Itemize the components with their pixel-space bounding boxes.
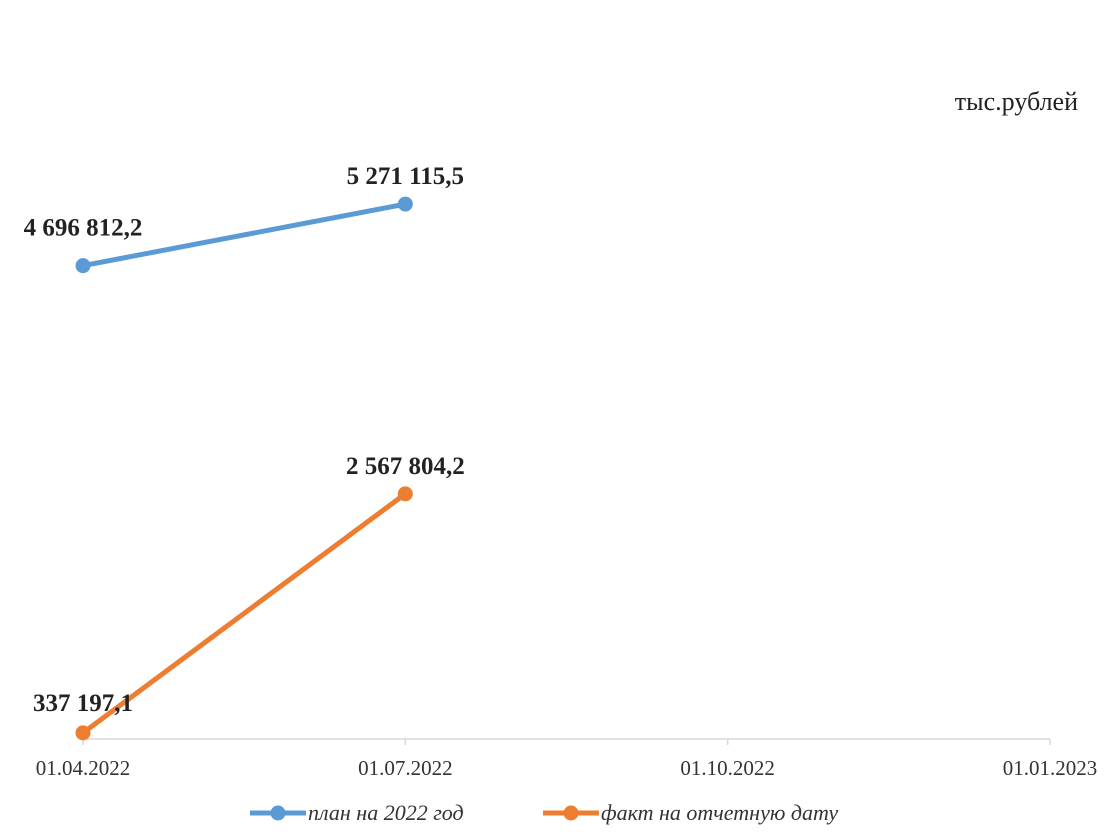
legend-marker bbox=[563, 805, 579, 821]
series-line bbox=[80, 491, 408, 736]
series-0: 4 696 812,2 5 271 115,5 bbox=[24, 163, 464, 274]
data-label: 337 197,1 bbox=[33, 690, 133, 717]
legend-item: план на 2022 год bbox=[250, 800, 464, 825]
x-tick-label: 01.07.2022 bbox=[358, 756, 453, 780]
series-line bbox=[80, 201, 408, 269]
data-point bbox=[397, 196, 413, 212]
x-tick-label: 01.01.2023 bbox=[1003, 756, 1098, 780]
data-point bbox=[75, 725, 91, 741]
x-tick-label: 01.10.2022 bbox=[680, 756, 775, 780]
legend-item: факт на отчетную дату bbox=[543, 800, 838, 825]
x-axis-ticks: 01.04.2022 01.07.2022 01.10.2022 01.01.2023 bbox=[36, 739, 1098, 780]
series-1: 337 197,1 2 567 804,2 bbox=[33, 453, 465, 741]
data-label: 5 271 115,5 bbox=[347, 163, 464, 190]
series-layer: 4 696 812,2 5 271 115,5 337 197,1 2 567 804… bbox=[24, 163, 465, 741]
legend-label: факт на отчетную дату bbox=[601, 800, 838, 825]
legend-label: план на 2022 год bbox=[308, 800, 464, 825]
data-point bbox=[397, 486, 413, 502]
unit-label: тыс.рублей bbox=[955, 87, 1078, 116]
data-label: 4 696 812,2 bbox=[24, 215, 143, 242]
legend-marker bbox=[270, 805, 286, 821]
legend: план на 2022 год факт на отчетную дату bbox=[250, 800, 838, 825]
data-point bbox=[75, 258, 91, 274]
data-label: 2 567 804,2 bbox=[346, 453, 465, 480]
x-tick-label: 01.04.2022 bbox=[36, 756, 131, 780]
